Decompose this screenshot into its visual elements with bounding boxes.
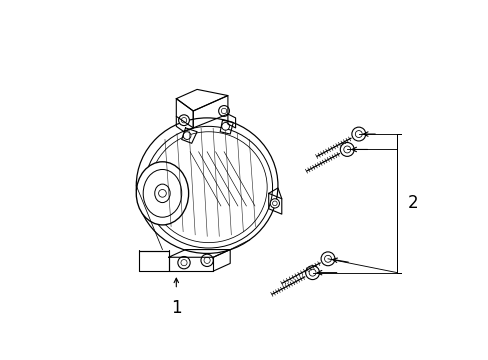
Ellipse shape	[143, 170, 182, 217]
Circle shape	[158, 189, 166, 197]
Circle shape	[218, 105, 229, 116]
Circle shape	[305, 266, 319, 280]
Circle shape	[270, 199, 279, 208]
Circle shape	[340, 143, 353, 156]
Text: 2: 2	[407, 194, 417, 212]
Circle shape	[178, 256, 190, 269]
Circle shape	[321, 252, 334, 266]
Text: 1: 1	[171, 299, 181, 317]
Circle shape	[201, 254, 213, 266]
Ellipse shape	[136, 162, 188, 225]
Circle shape	[183, 132, 190, 139]
Circle shape	[178, 115, 189, 126]
Circle shape	[351, 127, 365, 141]
Circle shape	[221, 122, 229, 130]
Ellipse shape	[154, 184, 170, 203]
